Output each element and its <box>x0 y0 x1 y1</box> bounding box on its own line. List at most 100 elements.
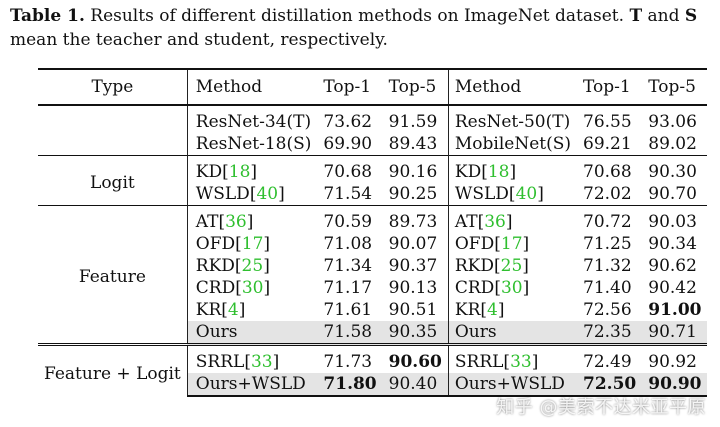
method-cell: WSLD[40] <box>447 183 578 206</box>
method-cell: RKD[25] <box>195 256 270 276</box>
table-row: ResNet-34(T) 73.62 91.59 ResNet-50(T) 76… <box>38 105 707 156</box>
citation-link[interactable]: 4 <box>227 300 239 320</box>
method-cell: ResNet-50(T) <box>447 105 578 133</box>
value-cell: 71.25 <box>583 234 632 254</box>
type-cell-feature-logit: Feature + Logit <box>38 343 188 396</box>
method-cell: KR[4] <box>447 299 578 321</box>
table-row: ResNet-18(S) 69.90 89.43 MobileNet(S) 69… <box>38 133 707 156</box>
caption-and: and <box>642 6 685 26</box>
value-cell: 69.21 <box>583 134 632 154</box>
method-cell: AT[36] <box>447 205 578 233</box>
citation-link[interactable]: 18 <box>487 162 510 182</box>
value-cell: 71.54 <box>323 184 373 204</box>
method-cell: SRRL[33] <box>187 343 318 373</box>
citation-link[interactable]: 40 <box>515 184 538 204</box>
caption-text: Results of different distillation method… <box>84 6 630 26</box>
value-cell: 71.32 <box>583 256 632 276</box>
method-cell: WSLD[40] <box>195 184 285 204</box>
method-cell: RKD[25] <box>447 255 578 277</box>
method-cell: KD[18] <box>447 155 578 183</box>
table-row-ours: Ours 71.58 90.35 Ours 72.35 90.71 <box>38 321 708 345</box>
value-cell: 73.62 <box>323 112 373 132</box>
value-cell: 90.30 <box>642 155 708 183</box>
method-cell: Ours <box>187 321 318 345</box>
header-method-2: Method <box>447 68 578 106</box>
citation-link[interactable]: 40 <box>256 184 279 204</box>
type-cell-baseline <box>38 105 188 156</box>
method-cell: ResNet-18(S) <box>195 134 312 154</box>
method-cell: KR[4] <box>195 300 246 320</box>
value-cell: 90.07 <box>388 234 438 254</box>
table-row: OFD[17] 71.08 90.07 OFD[17] 71.25 90.34 <box>38 233 707 255</box>
method-cell: OFD[17] <box>195 234 271 254</box>
method-cell: Ours <box>447 321 578 345</box>
value-cell: 90.25 <box>388 184 438 204</box>
citation-link[interactable]: 17 <box>500 234 523 254</box>
value-cell: 90.13 <box>388 278 438 298</box>
header-top1-b: Top-1 <box>577 68 643 106</box>
method-cell: AT[36] <box>187 205 318 233</box>
value-cell: 72.35 <box>577 321 643 345</box>
citation-link[interactable]: 30 <box>241 278 264 298</box>
value-cell: 90.71 <box>642 321 708 345</box>
table-row: RKD[25] 71.34 90.37 RKD[25] 71.32 90.62 <box>38 255 707 277</box>
type-cell-logit: Logit <box>38 155 188 206</box>
watermark: 知乎 @美索不达米亚平原 <box>496 397 706 418</box>
value-cell: 90.16 <box>382 155 449 183</box>
value-cell: 71.40 <box>583 278 632 298</box>
citation-link[interactable]: 18 <box>228 162 251 182</box>
value-cell: 90.51 <box>388 300 438 320</box>
value-cell: 90.92 <box>642 343 708 373</box>
table-row: WSLD[40] 71.54 90.25 WSLD[40] 72.02 90.7… <box>38 183 707 206</box>
caption-t: T <box>629 6 643 26</box>
header-top5-b: Top-5 <box>642 68 708 106</box>
citation-link[interactable]: 25 <box>241 256 264 276</box>
value-cell: 71.34 <box>323 256 373 276</box>
header-top5-a: Top-5 <box>382 68 449 106</box>
table-row-ours-wsld: Ours+WSLD 71.80 90.40 Ours+WSLD 72.50 90… <box>38 373 708 397</box>
citation-link[interactable]: 25 <box>500 256 523 276</box>
method-cell: CRD[30] <box>195 278 271 298</box>
value-cell: 71.61 <box>323 300 373 320</box>
value-cell: 90.40 <box>382 373 449 397</box>
method-cell: CRD[30] <box>447 277 578 299</box>
table-row: Logit KD[18] 70.68 90.16 KD[18] 70.68 90… <box>38 155 708 206</box>
value-cell: 90.37 <box>388 256 438 276</box>
value-cell-best: 72.50 <box>577 373 643 397</box>
citation-link[interactable]: 17 <box>241 234 264 254</box>
table-caption: Table 1. Results of different distillati… <box>10 4 715 52</box>
caption-text-end: mean the teacher and student, respective… <box>10 30 388 50</box>
value-cell: 70.59 <box>317 205 383 233</box>
value-cell: 90.03 <box>642 205 708 233</box>
table-row: CRD[30] 71.17 90.13 CRD[30] 71.40 90.42 <box>38 277 707 299</box>
citation-link[interactable]: 36 <box>225 212 247 232</box>
method-cell: Ours+WSLD <box>447 373 578 397</box>
table-row: Feature + Logit SRRL[33] 71.73 90.60 SRR… <box>38 343 708 396</box>
citation-link[interactable]: 4 <box>487 300 498 320</box>
value-cell: 90.62 <box>648 256 697 276</box>
value-cell-best: 71.80 <box>317 373 383 397</box>
method-cell: SRRL[33] <box>447 343 578 373</box>
method-cell: Ours+WSLD <box>187 373 318 397</box>
table-row: Feature AT[36] 70.59 89.73 AT[36] 70.72 … <box>38 205 708 345</box>
value-cell: 72.56 <box>583 300 632 320</box>
value-cell: 90.70 <box>648 184 697 204</box>
citation-link[interactable]: 30 <box>500 278 523 298</box>
header-type: Type <box>38 68 188 106</box>
citation-link[interactable]: 36 <box>484 212 506 232</box>
value-cell: 69.90 <box>323 134 373 154</box>
table-row: KR[4] 71.61 90.51 KR[4] 72.56 91.00 <box>38 299 707 321</box>
header-row: Type Method Top-1 Top-5 Method Top-1 Top… <box>38 68 708 106</box>
citation-link[interactable]: 33 <box>510 352 532 372</box>
type-cell-feature: Feature <box>38 205 188 345</box>
method-cell: OFD[17] <box>447 233 578 255</box>
value-cell: 93.06 <box>648 112 697 132</box>
citation-link[interactable]: 33 <box>250 352 273 372</box>
value-cell: 70.68 <box>577 155 643 183</box>
value-cell: 71.17 <box>323 278 373 298</box>
value-cell: 71.58 <box>317 321 383 345</box>
value-cell: 71.73 <box>317 343 383 373</box>
value-cell-best: 90.60 <box>382 343 449 373</box>
value-cell: 89.73 <box>382 205 449 233</box>
results-table: Type Method Top-1 Top-5 Method Top-1 Top… <box>38 68 708 397</box>
